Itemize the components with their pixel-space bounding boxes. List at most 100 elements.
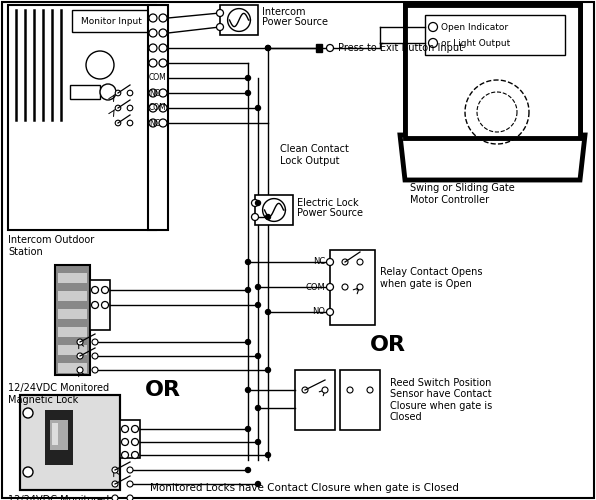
- Text: or Light Output: or Light Output: [441, 38, 510, 48]
- Circle shape: [86, 51, 114, 79]
- Circle shape: [159, 119, 167, 127]
- Circle shape: [216, 10, 224, 16]
- Circle shape: [265, 46, 271, 51]
- Bar: [295, 370, 335, 430]
- Circle shape: [92, 353, 98, 359]
- Circle shape: [246, 76, 250, 80]
- Circle shape: [92, 367, 98, 373]
- Circle shape: [265, 214, 271, 220]
- Bar: [120, 420, 140, 458]
- Circle shape: [327, 258, 334, 266]
- Circle shape: [23, 408, 33, 418]
- Circle shape: [112, 481, 118, 487]
- Circle shape: [122, 438, 129, 446]
- Circle shape: [327, 308, 334, 316]
- Circle shape: [127, 90, 133, 96]
- Bar: [340, 370, 380, 430]
- Text: Relay Contact Opens
when gate is Open: Relay Contact Opens when gate is Open: [380, 267, 483, 289]
- Circle shape: [92, 339, 98, 345]
- Polygon shape: [400, 135, 585, 180]
- Circle shape: [149, 29, 157, 37]
- Bar: [55, 265, 90, 375]
- Circle shape: [246, 260, 250, 264]
- Circle shape: [256, 200, 260, 205]
- Circle shape: [127, 467, 133, 473]
- Text: NC: NC: [149, 118, 160, 128]
- Circle shape: [127, 481, 133, 487]
- Circle shape: [132, 452, 138, 458]
- Text: Motor Controller: Motor Controller: [410, 195, 489, 205]
- Circle shape: [429, 38, 437, 48]
- Text: 12/24VDC Monitored
Electric Strike Lock: 12/24VDC Monitored Electric Strike Lock: [8, 495, 109, 500]
- Circle shape: [132, 426, 138, 432]
- Circle shape: [112, 495, 118, 500]
- Circle shape: [246, 388, 250, 392]
- Bar: [405, 5, 580, 138]
- Text: Intercom Outdoor
Station: Intercom Outdoor Station: [8, 235, 94, 256]
- Bar: [70, 85, 100, 99]
- Circle shape: [159, 89, 167, 97]
- Text: Press to Exit Button Input: Press to Exit Button Input: [338, 43, 463, 53]
- Circle shape: [149, 14, 157, 22]
- Circle shape: [246, 340, 250, 344]
- Bar: [58, 309, 87, 319]
- Circle shape: [149, 44, 157, 52]
- Bar: [50, 420, 68, 450]
- Bar: [405, 5, 580, 140]
- Circle shape: [256, 106, 260, 110]
- Circle shape: [216, 24, 224, 30]
- Circle shape: [101, 302, 108, 308]
- Circle shape: [302, 387, 308, 393]
- Circle shape: [122, 426, 129, 432]
- Bar: [58, 291, 87, 301]
- Text: COM: COM: [305, 282, 325, 292]
- Text: NO: NO: [312, 308, 325, 316]
- Circle shape: [327, 44, 334, 52]
- Bar: [58, 327, 87, 337]
- Circle shape: [149, 119, 157, 127]
- Circle shape: [429, 22, 437, 32]
- Text: Clean Contact
Lock Output: Clean Contact Lock Output: [280, 144, 349, 166]
- Bar: [90, 280, 110, 330]
- Circle shape: [322, 387, 328, 393]
- Circle shape: [100, 84, 116, 100]
- Bar: [55, 265, 90, 375]
- Bar: [330, 250, 375, 325]
- Circle shape: [149, 89, 157, 97]
- Circle shape: [159, 14, 167, 22]
- Circle shape: [77, 353, 83, 359]
- Circle shape: [149, 59, 157, 67]
- Circle shape: [159, 29, 167, 37]
- Bar: [72, 10, 150, 32]
- Circle shape: [256, 406, 260, 410]
- Circle shape: [256, 354, 260, 358]
- Bar: [148, 5, 168, 230]
- Text: Monitor Input: Monitor Input: [80, 16, 141, 26]
- Text: Power Source: Power Source: [262, 17, 328, 27]
- Circle shape: [23, 467, 33, 477]
- Circle shape: [367, 387, 373, 393]
- Bar: [316, 44, 322, 52]
- Text: COM: COM: [149, 74, 167, 82]
- Circle shape: [357, 284, 363, 290]
- Circle shape: [252, 214, 259, 220]
- Text: Electric Lock: Electric Lock: [297, 198, 359, 208]
- Bar: [58, 345, 87, 355]
- Bar: [52, 423, 58, 445]
- Bar: [20, 395, 120, 490]
- Circle shape: [115, 120, 121, 126]
- Circle shape: [265, 452, 271, 458]
- Circle shape: [256, 482, 260, 486]
- Circle shape: [122, 452, 129, 458]
- Circle shape: [246, 468, 250, 472]
- Text: OR: OR: [370, 335, 406, 355]
- Circle shape: [256, 440, 260, 444]
- Circle shape: [101, 286, 108, 294]
- Circle shape: [77, 339, 83, 345]
- Bar: [425, 15, 565, 55]
- Text: COM: COM: [149, 104, 167, 112]
- Text: 12/24VDC Monitored
Magnetic Lock: 12/24VDC Monitored Magnetic Lock: [8, 383, 109, 404]
- Circle shape: [265, 310, 271, 314]
- Text: Reed Switch Position
Sensor have Contact
Closure when gate is
Closed: Reed Switch Position Sensor have Contact…: [390, 378, 492, 422]
- Circle shape: [342, 284, 348, 290]
